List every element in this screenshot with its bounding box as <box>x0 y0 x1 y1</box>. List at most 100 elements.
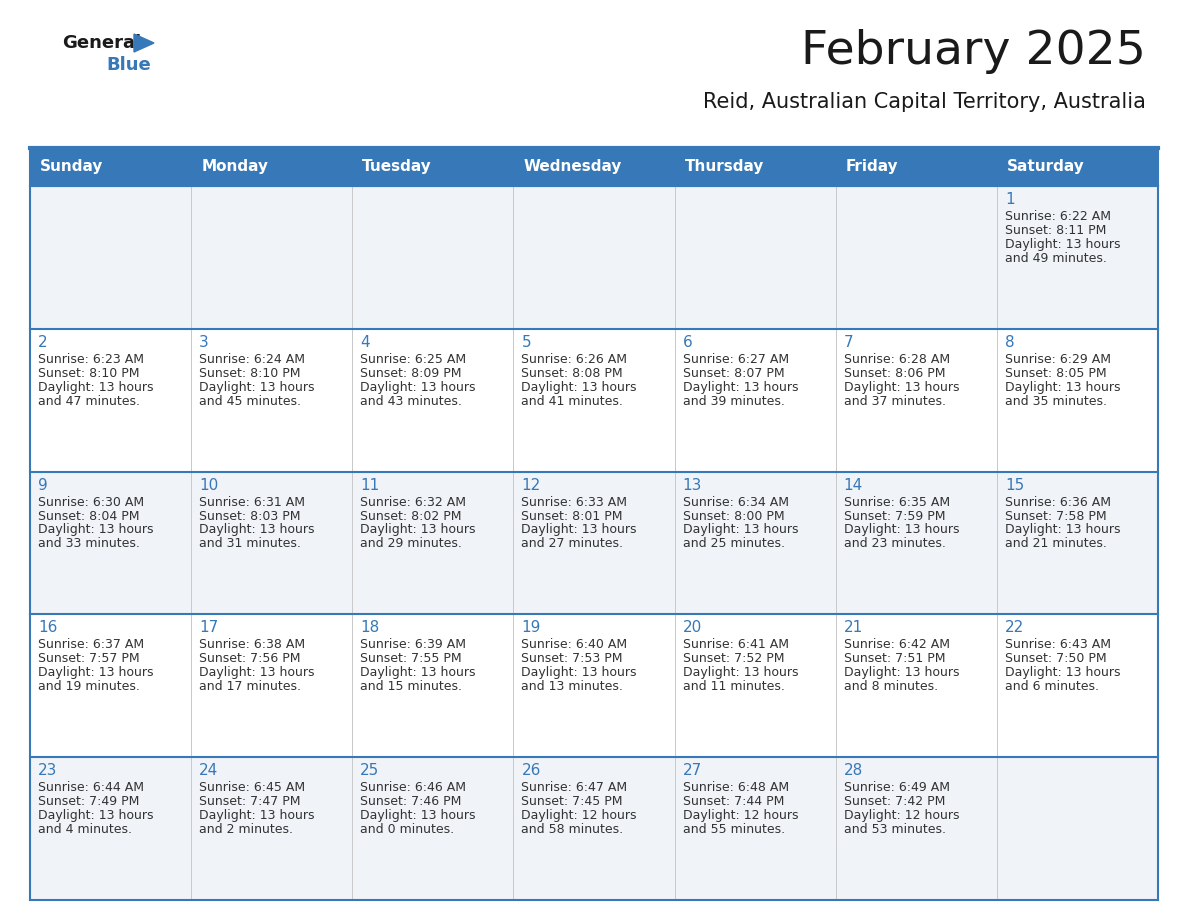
Bar <box>997 329 1158 472</box>
Text: Daylight: 13 hours: Daylight: 13 hours <box>1005 523 1120 536</box>
Text: 9: 9 <box>38 477 48 493</box>
Bar <box>675 472 835 614</box>
Text: 24: 24 <box>200 763 219 778</box>
Text: Sunrise: 6:29 AM: Sunrise: 6:29 AM <box>1005 353 1111 365</box>
Text: Sunrise: 6:32 AM: Sunrise: 6:32 AM <box>360 496 466 509</box>
Text: Sunset: 8:06 PM: Sunset: 8:06 PM <box>843 367 946 380</box>
Text: Sunset: 8:11 PM: Sunset: 8:11 PM <box>1005 224 1106 237</box>
Text: and 8 minutes.: and 8 minutes. <box>843 680 937 693</box>
Text: 4: 4 <box>360 335 369 350</box>
Text: and 55 minutes.: and 55 minutes. <box>683 823 785 836</box>
Bar <box>513 148 675 186</box>
Text: Daylight: 13 hours: Daylight: 13 hours <box>200 381 315 394</box>
Text: Sunset: 8:04 PM: Sunset: 8:04 PM <box>38 509 139 522</box>
Text: Sunrise: 6:28 AM: Sunrise: 6:28 AM <box>843 353 950 365</box>
Bar <box>30 329 191 472</box>
Text: Sunrise: 6:31 AM: Sunrise: 6:31 AM <box>200 496 305 509</box>
Text: 17: 17 <box>200 621 219 635</box>
Text: and 29 minutes.: and 29 minutes. <box>360 537 462 551</box>
Bar <box>835 148 997 186</box>
Text: Daylight: 13 hours: Daylight: 13 hours <box>522 666 637 679</box>
Bar <box>30 148 191 186</box>
Bar <box>191 757 353 900</box>
Text: Daylight: 13 hours: Daylight: 13 hours <box>200 523 315 536</box>
Polygon shape <box>134 34 154 52</box>
Text: and 41 minutes.: and 41 minutes. <box>522 395 624 408</box>
Text: Daylight: 13 hours: Daylight: 13 hours <box>843 523 959 536</box>
Text: Sunrise: 6:46 AM: Sunrise: 6:46 AM <box>360 781 466 794</box>
Text: and 25 minutes.: and 25 minutes. <box>683 537 784 551</box>
Text: 2: 2 <box>38 335 48 350</box>
Text: Sunrise: 6:41 AM: Sunrise: 6:41 AM <box>683 638 789 652</box>
Text: Sunset: 7:45 PM: Sunset: 7:45 PM <box>522 795 623 808</box>
Text: and 0 minutes.: and 0 minutes. <box>360 823 455 836</box>
Text: Sunrise: 6:26 AM: Sunrise: 6:26 AM <box>522 353 627 365</box>
Text: Tuesday: Tuesday <box>362 160 432 174</box>
Text: Daylight: 13 hours: Daylight: 13 hours <box>522 523 637 536</box>
Text: and 45 minutes.: and 45 minutes. <box>200 395 301 408</box>
Bar <box>353 614 513 757</box>
Bar <box>30 757 191 900</box>
Text: Daylight: 13 hours: Daylight: 13 hours <box>360 381 475 394</box>
Text: and 43 minutes.: and 43 minutes. <box>360 395 462 408</box>
Bar <box>353 329 513 472</box>
Text: 10: 10 <box>200 477 219 493</box>
Text: and 49 minutes.: and 49 minutes. <box>1005 252 1107 265</box>
Text: and 53 minutes.: and 53 minutes. <box>843 823 946 836</box>
Text: 13: 13 <box>683 477 702 493</box>
Text: Sunset: 8:10 PM: Sunset: 8:10 PM <box>38 367 139 380</box>
Text: Daylight: 13 hours: Daylight: 13 hours <box>683 666 798 679</box>
Bar <box>513 472 675 614</box>
Text: and 11 minutes.: and 11 minutes. <box>683 680 784 693</box>
Text: and 23 minutes.: and 23 minutes. <box>843 537 946 551</box>
Text: Sunset: 7:49 PM: Sunset: 7:49 PM <box>38 795 139 808</box>
Text: Daylight: 12 hours: Daylight: 12 hours <box>843 809 959 823</box>
Text: Sunset: 7:52 PM: Sunset: 7:52 PM <box>683 653 784 666</box>
Text: Sunrise: 6:38 AM: Sunrise: 6:38 AM <box>200 638 305 652</box>
Bar <box>353 148 513 186</box>
Bar <box>675 757 835 900</box>
Text: and 35 minutes.: and 35 minutes. <box>1005 395 1107 408</box>
Text: 15: 15 <box>1005 477 1024 493</box>
Text: Daylight: 13 hours: Daylight: 13 hours <box>360 666 475 679</box>
Bar <box>513 186 675 329</box>
Bar <box>353 186 513 329</box>
Text: 14: 14 <box>843 477 862 493</box>
Text: and 31 minutes.: and 31 minutes. <box>200 537 301 551</box>
Text: 8: 8 <box>1005 335 1015 350</box>
Text: 18: 18 <box>360 621 379 635</box>
Text: Sunset: 8:02 PM: Sunset: 8:02 PM <box>360 509 462 522</box>
Text: Sunrise: 6:27 AM: Sunrise: 6:27 AM <box>683 353 789 365</box>
Text: Daylight: 12 hours: Daylight: 12 hours <box>522 809 637 823</box>
Text: and 33 minutes.: and 33 minutes. <box>38 537 140 551</box>
Bar <box>997 757 1158 900</box>
Text: 23: 23 <box>38 763 57 778</box>
Bar <box>191 472 353 614</box>
Bar <box>675 186 835 329</box>
Bar <box>997 614 1158 757</box>
Bar <box>513 329 675 472</box>
Text: February 2025: February 2025 <box>801 29 1146 74</box>
Bar <box>675 614 835 757</box>
Text: 19: 19 <box>522 621 541 635</box>
Text: Daylight: 13 hours: Daylight: 13 hours <box>200 809 315 823</box>
Text: and 2 minutes.: and 2 minutes. <box>200 823 293 836</box>
Text: Sunset: 7:59 PM: Sunset: 7:59 PM <box>843 509 946 522</box>
Text: Daylight: 13 hours: Daylight: 13 hours <box>1005 238 1120 251</box>
Text: Sunset: 8:09 PM: Sunset: 8:09 PM <box>360 367 462 380</box>
Bar <box>835 472 997 614</box>
Text: Daylight: 13 hours: Daylight: 13 hours <box>1005 666 1120 679</box>
Bar <box>191 614 353 757</box>
Bar <box>353 472 513 614</box>
Text: 1: 1 <box>1005 192 1015 207</box>
Text: Sunset: 7:51 PM: Sunset: 7:51 PM <box>843 653 946 666</box>
Text: Sunset: 7:44 PM: Sunset: 7:44 PM <box>683 795 784 808</box>
Text: Sunrise: 6:48 AM: Sunrise: 6:48 AM <box>683 781 789 794</box>
Text: and 4 minutes.: and 4 minutes. <box>38 823 132 836</box>
Text: Sunset: 7:47 PM: Sunset: 7:47 PM <box>200 795 301 808</box>
Text: and 47 minutes.: and 47 minutes. <box>38 395 140 408</box>
Bar <box>835 757 997 900</box>
Text: and 39 minutes.: and 39 minutes. <box>683 395 784 408</box>
Text: and 15 minutes.: and 15 minutes. <box>360 680 462 693</box>
Bar <box>835 614 997 757</box>
